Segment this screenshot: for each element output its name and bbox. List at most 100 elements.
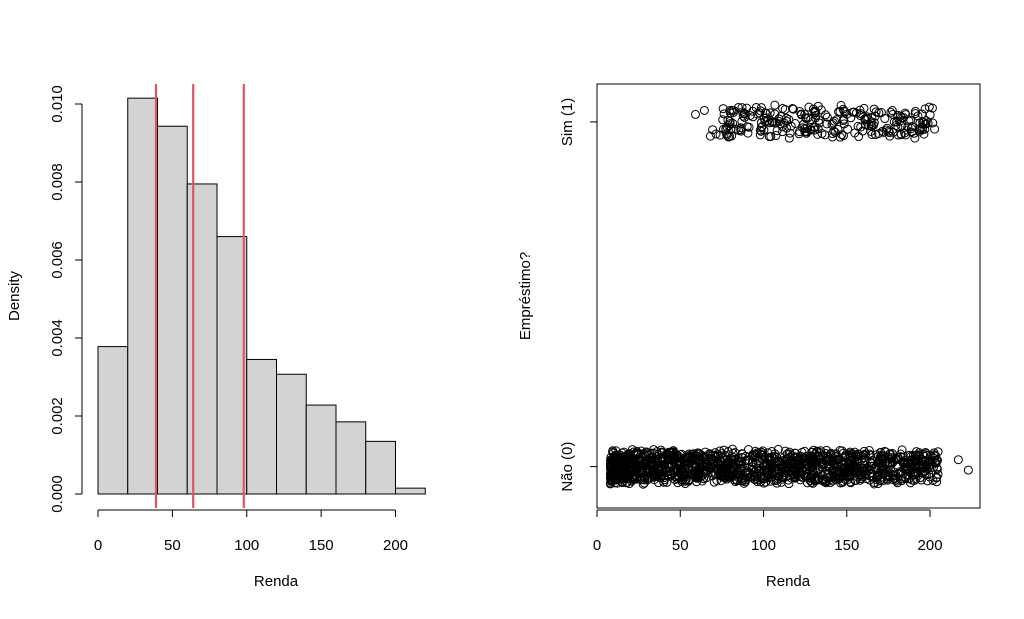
data-point — [628, 458, 638, 468]
data-point — [718, 115, 728, 125]
data-point — [726, 466, 736, 476]
data-point — [880, 114, 890, 124]
data-point — [773, 444, 783, 454]
data-point — [636, 467, 646, 477]
data-point — [731, 124, 741, 134]
data-point — [778, 127, 788, 137]
data-point — [915, 125, 925, 135]
scatter-x-axis: 0 50 100 150 200 — [593, 509, 943, 554]
histogram-bars — [97, 97, 426, 495]
data-point — [699, 452, 709, 462]
data-point — [724, 458, 734, 468]
data-point — [616, 462, 626, 472]
data-point — [657, 448, 667, 458]
histogram-y-axis: 0.000 0.002 0.004 0.006 0.008 0.010 — [49, 85, 83, 513]
data-point — [905, 460, 915, 470]
data-point — [907, 127, 917, 137]
histogram-bar — [216, 236, 248, 495]
data-point — [810, 449, 820, 459]
data-point — [933, 447, 943, 457]
data-point — [613, 451, 623, 461]
data-point — [849, 107, 859, 117]
data-point — [919, 466, 929, 476]
data-point — [833, 474, 843, 484]
data-point — [889, 473, 899, 483]
data-point — [963, 465, 973, 475]
data-point — [821, 456, 831, 466]
data-point — [752, 453, 762, 463]
x-tick-label: 200 — [383, 537, 408, 554]
data-point — [778, 468, 788, 478]
scatter-points — [605, 100, 973, 489]
data-point — [718, 104, 728, 114]
data-point — [683, 453, 693, 463]
data-point — [659, 460, 669, 470]
x-tick-label: 0 — [94, 537, 102, 554]
data-point — [893, 122, 903, 132]
histogram-bar — [157, 125, 188, 495]
data-point — [754, 108, 764, 118]
data-point — [838, 476, 848, 486]
data-point — [730, 448, 740, 458]
data-point — [796, 109, 806, 119]
data-point — [684, 464, 694, 474]
data-point — [930, 457, 940, 467]
x-tick-label: 150 — [309, 537, 334, 554]
data-point — [953, 455, 963, 465]
data-point — [911, 468, 921, 478]
data-point — [909, 470, 919, 480]
data-point — [718, 452, 728, 462]
data-point — [682, 463, 692, 473]
data-point — [802, 478, 812, 488]
data-point — [867, 121, 877, 131]
data-point — [930, 124, 940, 134]
y-tick-label: 0.008 — [49, 163, 66, 201]
data-point — [826, 448, 836, 458]
data-point — [690, 467, 700, 477]
data-point — [799, 119, 809, 129]
data-point — [690, 109, 700, 119]
data-point — [756, 103, 766, 113]
data-point — [771, 131, 781, 141]
data-point — [887, 106, 897, 116]
data-point — [707, 471, 717, 481]
x-tick-label: 100 — [751, 537, 776, 554]
data-point — [864, 445, 874, 455]
data-point — [924, 102, 934, 112]
histogram-bar — [186, 183, 218, 495]
data-point — [737, 103, 747, 113]
data-point — [784, 133, 794, 143]
data-point — [694, 454, 704, 464]
data-point — [859, 446, 869, 456]
data-point — [888, 474, 898, 484]
data-point — [845, 477, 855, 487]
data-point — [813, 101, 823, 111]
data-point — [810, 475, 820, 485]
data-point — [719, 109, 729, 119]
data-point — [700, 447, 710, 457]
data-point — [827, 132, 837, 142]
data-point — [755, 125, 765, 135]
data-point — [699, 473, 709, 483]
data-point — [884, 126, 894, 136]
x-tick-label: 150 — [834, 537, 859, 554]
data-point — [920, 104, 930, 114]
histogram-bar — [335, 421, 367, 495]
data-point — [763, 473, 773, 483]
data-point — [615, 467, 625, 477]
data-point — [904, 465, 914, 475]
data-point — [874, 108, 884, 118]
x-tick-label: 50 — [164, 537, 181, 554]
data-point — [901, 130, 911, 140]
data-point — [839, 114, 849, 124]
histogram-panel: 0 50 100 150 200 0.0000.0020.0040.0060.0080.… — [6, 84, 426, 590]
data-point — [877, 453, 887, 463]
data-point — [850, 475, 860, 485]
data-point — [776, 111, 786, 121]
x-tick-label: 100 — [234, 537, 259, 554]
data-point — [745, 472, 755, 482]
data-point — [882, 123, 892, 133]
data-point — [708, 459, 718, 469]
data-point — [790, 472, 800, 482]
data-point — [723, 457, 733, 467]
